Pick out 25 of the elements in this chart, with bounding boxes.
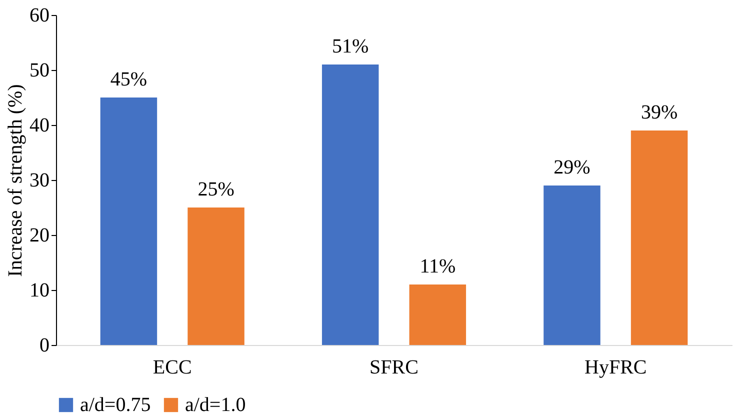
y-tick-label: 50 xyxy=(30,60,50,82)
data-label: 11% xyxy=(420,256,456,278)
data-label: 45% xyxy=(110,68,148,90)
bar xyxy=(544,186,600,345)
x-tick-label: SFRC xyxy=(370,356,418,378)
data-label: 29% xyxy=(554,156,590,178)
legend-label: a/d=1.0 xyxy=(185,394,246,416)
data-label: 25% xyxy=(198,178,234,200)
bar xyxy=(188,208,244,345)
x-tick-label: ECC xyxy=(152,356,192,378)
bar xyxy=(100,98,158,345)
legend-label: a/d=0.75 xyxy=(80,394,151,416)
y-tick-label: 40 xyxy=(30,114,50,136)
y-axis-title: Increase of strength (%) xyxy=(4,84,26,277)
y-tick-label: 20 xyxy=(30,224,50,246)
y-tick-label: 0 xyxy=(40,334,50,356)
data-label: 39% xyxy=(640,102,678,124)
y-tick-label: 60 xyxy=(30,4,50,26)
y-tick-label: 10 xyxy=(30,280,50,302)
bar xyxy=(630,130,688,345)
y-tick-label: 30 xyxy=(30,170,50,192)
bar xyxy=(322,64,379,345)
data-label: 51% xyxy=(332,36,369,58)
x-tick-label: HyFRC xyxy=(584,356,647,378)
bar xyxy=(409,284,466,345)
